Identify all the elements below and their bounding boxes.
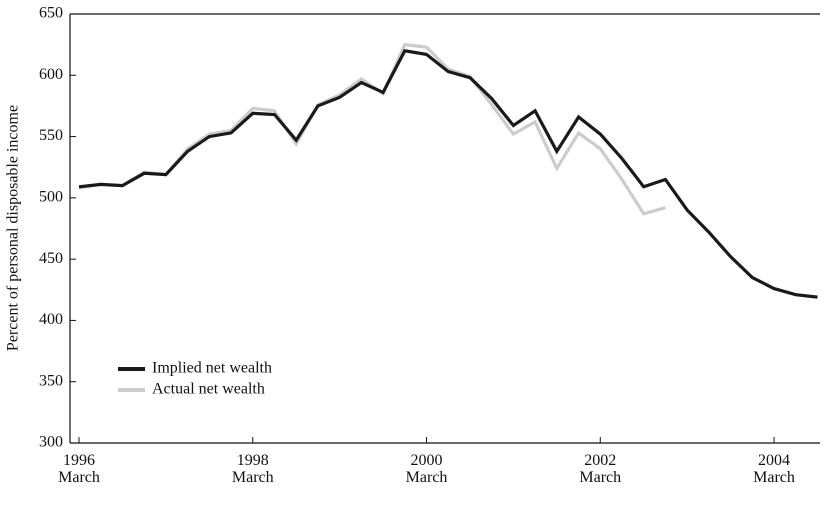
x-tick-label: 2000 March	[405, 452, 448, 486]
series-line	[78, 49, 818, 299]
y-tick-label: 650	[39, 5, 63, 22]
y-tick-label: 500	[39, 189, 63, 206]
y-tick-label: 350	[39, 372, 63, 389]
x-tick-label: 1996 March	[58, 452, 100, 486]
y-tick-label: 300	[39, 434, 63, 451]
x-tick-label: 2004 March	[753, 452, 795, 486]
x-tick-label: 2002 March	[579, 452, 622, 486]
y-tick-label: 600	[39, 66, 63, 83]
y-tick-label: 450	[39, 250, 63, 267]
legend-label: Implied net wealth	[152, 360, 272, 377]
y-axis-label: Percent of personal disposable income	[5, 105, 22, 351]
y-tick-label: 400	[39, 311, 63, 328]
y-tick-label: 550	[39, 127, 63, 144]
legend-label: Actual net wealth	[152, 381, 265, 398]
x-tick-label: 1998 March	[231, 452, 274, 486]
series-line	[78, 42, 666, 216]
